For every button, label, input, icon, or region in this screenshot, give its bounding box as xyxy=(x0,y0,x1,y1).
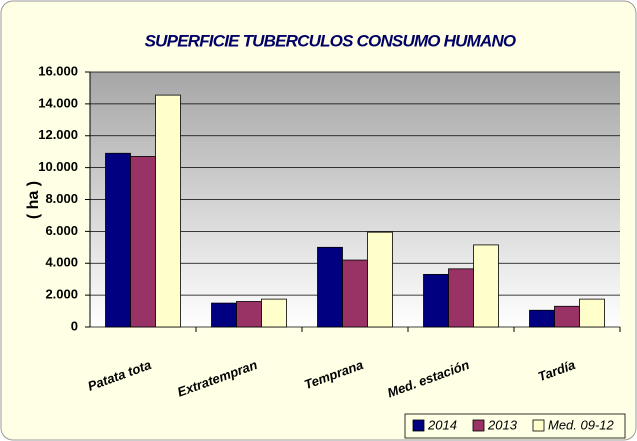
bar xyxy=(448,268,474,328)
bar xyxy=(529,309,555,328)
bar xyxy=(554,305,580,328)
bar xyxy=(155,94,181,328)
y-axis-label: ( ha ) xyxy=(25,181,42,219)
bar xyxy=(236,301,262,328)
bar xyxy=(367,231,393,328)
legend-swatch xyxy=(472,419,485,432)
y-tick-label: 12.000 xyxy=(38,127,78,142)
bar xyxy=(317,246,343,328)
y-tick-label: 10.000 xyxy=(38,159,78,174)
legend-swatch xyxy=(532,419,545,432)
y-tick-label: 4.000 xyxy=(45,255,78,270)
y-tick-label: 16.000 xyxy=(38,63,78,78)
bar xyxy=(423,274,449,328)
bar xyxy=(261,298,287,328)
bar xyxy=(105,152,131,328)
y-tick-label: 14.000 xyxy=(38,95,78,110)
legend-label: 2014 xyxy=(427,417,457,432)
bar xyxy=(130,156,156,328)
chart-title: SUPERFICIE TUBERCULOS CONSUMO HUMANO xyxy=(145,31,516,50)
y-tick-label: 0 xyxy=(71,318,78,333)
bar xyxy=(473,244,499,328)
bar xyxy=(211,302,237,328)
bar xyxy=(579,298,605,328)
legend-label: 2013 xyxy=(487,417,518,432)
y-tick-label: 6.000 xyxy=(45,223,78,238)
bar xyxy=(342,259,368,328)
y-tick-label: 8.000 xyxy=(45,191,78,206)
legend-swatch xyxy=(412,419,425,432)
legend-box xyxy=(404,413,626,439)
y-tick-label: 2.000 xyxy=(45,287,78,302)
legend-label: Med. 09-12 xyxy=(548,417,615,432)
